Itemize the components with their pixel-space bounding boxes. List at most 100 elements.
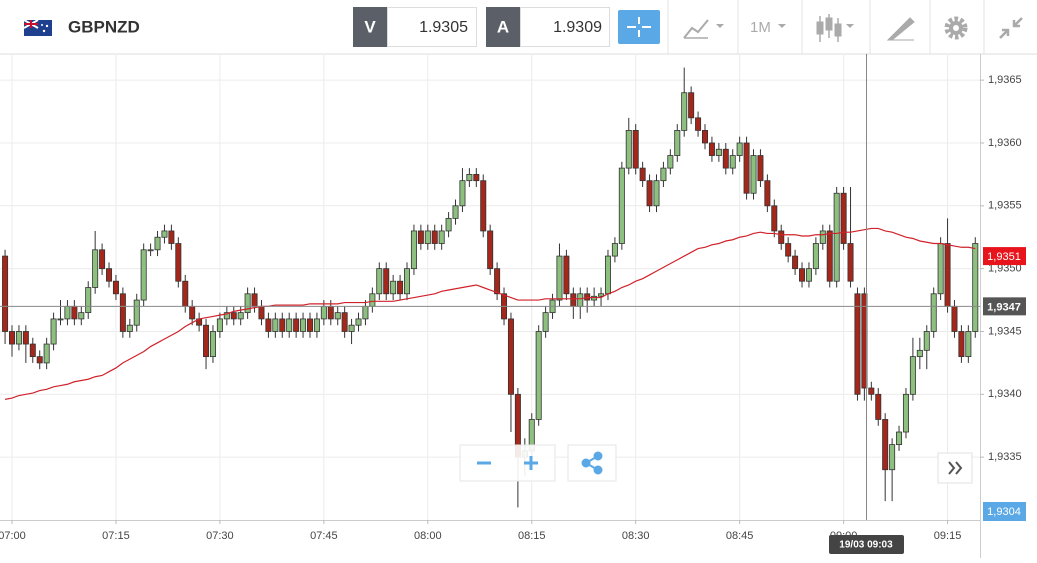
candle-body [376, 268, 383, 295]
candle-body [750, 155, 757, 194]
candle-body [944, 243, 951, 307]
candle-body [251, 293, 258, 307]
x-tick-label: 08:15 [518, 530, 546, 542]
candle-body [106, 268, 113, 282]
candle-body [459, 180, 466, 207]
zoom-in-button[interactable] [524, 456, 538, 470]
candle-body [140, 249, 147, 301]
last-price-tag [983, 247, 1026, 266]
candle-type-button[interactable] [816, 14, 854, 42]
y-tick-label: 1,9355 [988, 200, 1022, 212]
candle-body [182, 280, 189, 307]
candle-body [674, 130, 681, 156]
draw-button[interactable] [886, 17, 915, 41]
x-tick-label: 09:15 [934, 530, 962, 542]
flag [23, 19, 52, 36]
scroll-end-button[interactable] [948, 461, 963, 475]
timeframe-caret [778, 24, 786, 28]
candle-body [729, 155, 736, 169]
crosshair-icon [627, 17, 651, 37]
candle-body [889, 444, 896, 471]
candle-body [126, 324, 133, 332]
candle-body [189, 305, 196, 320]
candle-body [300, 318, 307, 332]
x-tick-label: 08:30 [622, 530, 650, 542]
candle-body [598, 293, 605, 297]
share-widget [567, 444, 617, 482]
candle-body [708, 142, 715, 156]
candle-body [792, 255, 799, 270]
ask-button[interactable] [486, 7, 520, 47]
candle-body [348, 324, 355, 332]
candle-body [85, 287, 92, 314]
timeframe[interactable]: 1M [750, 19, 771, 36]
candle-body [826, 230, 833, 282]
bid-button[interactable] [353, 7, 387, 47]
candle-body [868, 387, 875, 395]
candle-body [937, 243, 944, 295]
candle-body [424, 230, 431, 244]
candle-body [542, 312, 549, 332]
candle-body [209, 331, 216, 358]
candle-body [715, 148, 722, 156]
crosshair-button[interactable] [618, 10, 660, 44]
chart-type-button[interactable] [683, 19, 724, 39]
settings-button[interactable] [944, 16, 968, 40]
candle-body [286, 318, 293, 332]
collapse-button[interactable] [999, 17, 1023, 39]
candle-body [71, 305, 78, 320]
candle-body [757, 155, 764, 182]
candle-body [923, 331, 930, 351]
y-tick-label: 1,9360 [988, 137, 1022, 149]
candle-body [168, 230, 175, 244]
bottom-price-tag [983, 502, 1026, 521]
crosshair-time-tag [829, 535, 904, 554]
candle-body [722, 148, 729, 169]
candle-body [64, 305, 71, 320]
crosshair-price: 1,9347 [987, 301, 1021, 313]
bid-price: 1.9305 [419, 19, 468, 36]
ask-price: 1.9309 [553, 19, 602, 36]
toolbar-dividers [667, 0, 985, 54]
candle-body [15, 331, 22, 345]
candle-body [473, 173, 480, 182]
moving-average [4, 227, 976, 400]
candle-body [119, 293, 126, 332]
candle-body [383, 268, 390, 295]
candle-body [390, 280, 397, 295]
candle-body [244, 293, 251, 314]
candle-body [230, 312, 237, 320]
candle-body [216, 318, 223, 332]
candle-body [799, 268, 806, 282]
candle-body [535, 331, 542, 420]
candle-body [431, 230, 438, 244]
candle-body [320, 305, 327, 320]
candle-body [327, 305, 334, 320]
candle-body [2, 255, 9, 332]
candle-body [258, 305, 265, 320]
candle-body [778, 230, 785, 244]
candle-body [147, 249, 154, 252]
candle-body [743, 142, 750, 194]
candle-body [43, 343, 50, 364]
candle-body [362, 305, 369, 320]
candle-body [341, 312, 348, 332]
share-button[interactable] [581, 451, 603, 475]
candle-body [369, 293, 376, 307]
candle-body [896, 431, 903, 445]
candle-body [355, 318, 362, 326]
last-price: 1,9351 [987, 251, 1021, 263]
candle-body [875, 393, 882, 420]
candle-body [930, 293, 937, 332]
candle-body [417, 230, 424, 244]
candle-body [916, 349, 923, 358]
candle-body [653, 180, 660, 207]
candle-body [618, 167, 625, 244]
x-tick-label: 07:00 [0, 530, 26, 542]
y-tick-label: 1,9345 [988, 325, 1022, 337]
candle-body [951, 305, 958, 332]
candle-body [161, 230, 168, 238]
candle-body [805, 268, 812, 282]
